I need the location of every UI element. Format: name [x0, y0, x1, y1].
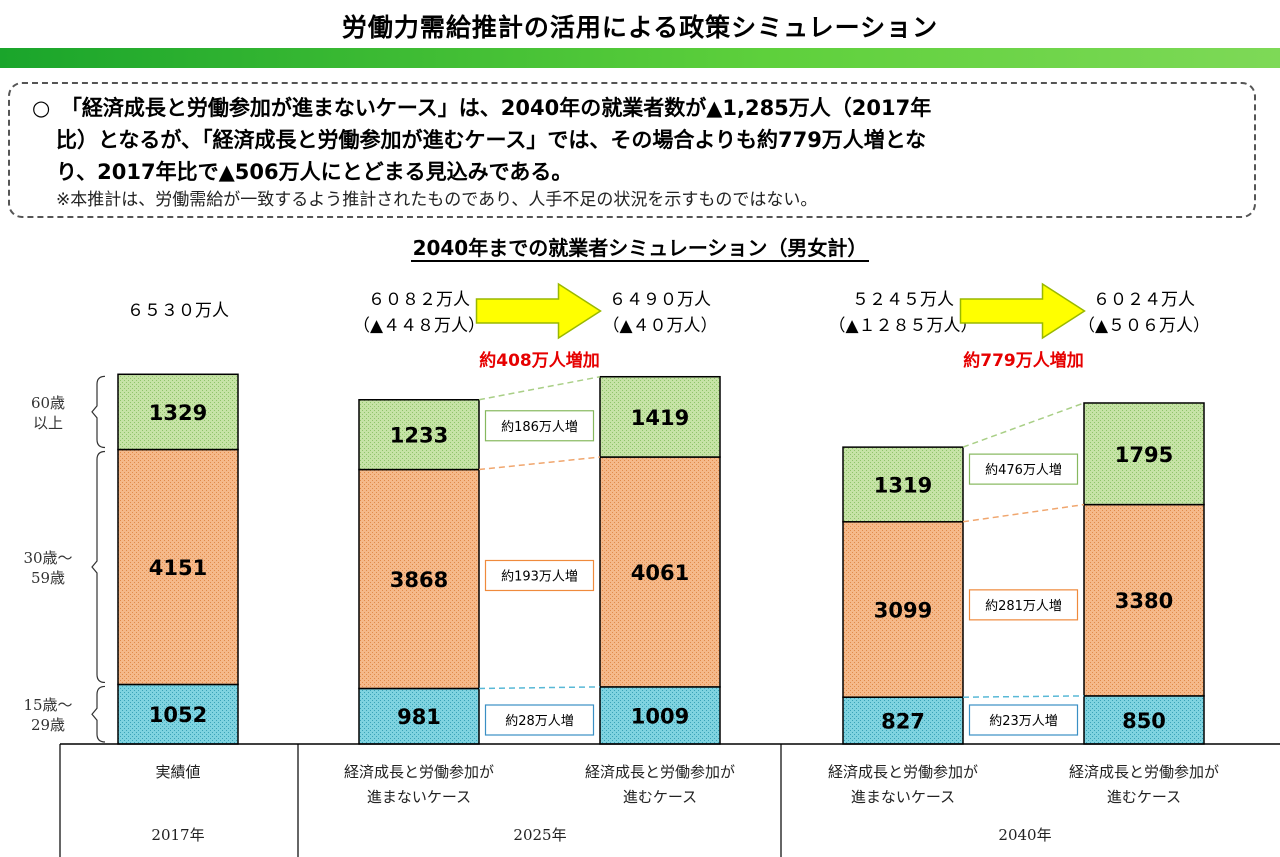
- increase-box-old: [484, 410, 595, 442]
- age-group-label: 15歳～: [23, 696, 72, 714]
- comparison-line-young: [962, 695, 1085, 698]
- age-group-brace: [91, 685, 106, 743]
- bar-segment-young: [842, 696, 964, 745]
- chart-title: 2040年までの就業者シミュレーション（男女計）: [410, 236, 870, 262]
- bar-change-label: （▲１２８５万人）: [828, 316, 977, 336]
- age-group-label: 60歳: [31, 394, 65, 412]
- page-title: 労働力需給推計の活用による政策シミュレーション: [341, 13, 939, 42]
- case-label: 経済成長と労働参加が: [585, 763, 735, 781]
- bar-segment-old: [117, 373, 239, 451]
- total-increase-label: 約408万人増加: [479, 350, 600, 371]
- data-label-young: 827: [881, 710, 925, 734]
- bar-segment-old: [842, 446, 964, 523]
- data-label-middle: 3868: [390, 568, 448, 592]
- bar-total-label: ５２４５万人: [852, 290, 954, 310]
- data-label-old: 1795: [1115, 443, 1173, 467]
- age-group-label: 30歳～: [23, 549, 72, 567]
- age-group-brace: [91, 450, 106, 684]
- comparison-line-old: [478, 375, 601, 401]
- summary-line: ○ 「経済成長と労働参加が進まないケース」は、2040年の就業者数が▲1,285…: [32, 96, 932, 120]
- summary-box: ○ 「経済成長と労働参加が進まないケース」は、2040年の就業者数が▲1,285…: [8, 82, 1256, 218]
- age-group-label: 以上: [33, 414, 63, 432]
- increase-box-middle: [484, 559, 595, 592]
- case-label: 進まないケース: [367, 788, 471, 806]
- increase-arrow: [475, 282, 602, 340]
- case-label: 進むケース: [623, 788, 697, 806]
- age-group-label: 29歳: [31, 716, 65, 734]
- data-label-middle: 4151: [149, 556, 207, 580]
- bar-change-label: （▲５０６万人）: [1078, 316, 1210, 336]
- data-label-old: 1329: [149, 401, 207, 425]
- data-label-young: 1009: [631, 704, 689, 728]
- increase-box-label: 約193万人増: [501, 569, 578, 584]
- comparison-line-young: [478, 686, 601, 690]
- data-label-young: 1052: [149, 703, 207, 727]
- case-label: 進むケース: [1107, 788, 1181, 806]
- summary-line: り、2017年比で▲506万人にとどまる見込みである。: [56, 160, 573, 184]
- increase-box-label: 約281万人増: [985, 599, 1062, 614]
- bar-change-label: （▲４０万人）: [602, 316, 717, 336]
- title-underline-bar: [0, 48, 1280, 68]
- bar-segment-young: [1083, 695, 1205, 745]
- increase-box-label: 約186万人増: [501, 420, 578, 435]
- data-label-young: 981: [397, 705, 441, 729]
- year-label: 2017年: [151, 826, 204, 844]
- data-label-middle: 4061: [631, 561, 689, 585]
- increase-arrow: [959, 282, 1086, 340]
- bar-segment-old: [1083, 402, 1205, 506]
- case-label: 経済成長と労働参加が: [344, 763, 494, 781]
- data-label-old: 1419: [631, 406, 689, 430]
- year-label: 2040年: [998, 826, 1051, 844]
- data-label-middle: 3099: [874, 598, 932, 622]
- bar-segment-old: [599, 375, 721, 458]
- bar-total-label: ６０８２万人: [368, 290, 470, 310]
- bar-total-label: ６５３０万人: [127, 301, 229, 321]
- data-label-old: 1233: [390, 424, 448, 448]
- bar-segment-young: [599, 686, 721, 745]
- summary-note: ※本推計は、労働需給が一致するよう推計されたものであり、人手不足の状況を示すもの…: [56, 190, 818, 210]
- comparison-line-middle: [962, 503, 1085, 523]
- comparison-line-old: [962, 402, 1085, 448]
- bar-total-label: ６０２４万人: [1093, 290, 1195, 310]
- comparison-line-middle: [478, 456, 601, 471]
- year-label: 2025年: [513, 826, 566, 844]
- case-label: 実績値: [155, 763, 200, 781]
- bar-segment-middle: [117, 448, 239, 686]
- age-group-brace: [91, 375, 106, 449]
- increase-box-young: [968, 704, 1079, 736]
- case-label: 進まないケース: [851, 788, 955, 806]
- increase-box-young: [484, 704, 595, 736]
- bar-segment-middle: [599, 456, 721, 688]
- increase-box-old: [968, 453, 1079, 485]
- bar-segment-middle: [358, 468, 480, 690]
- data-label-young: 850: [1122, 709, 1166, 733]
- bar-segment-young: [117, 683, 239, 745]
- age-group-label: 59歳: [31, 569, 65, 587]
- increase-box-label: 約23万人増: [989, 714, 1058, 729]
- summary-line: 比）となるが、「経済成長と労働参加が進むケース」では、その場合よりも約779万人…: [56, 128, 927, 152]
- data-label-middle: 3380: [1115, 589, 1173, 613]
- bar-segment-middle: [842, 521, 964, 698]
- increase-box-middle: [968, 589, 1079, 621]
- bar-segment-old: [358, 399, 480, 471]
- data-label-old: 1319: [874, 473, 932, 497]
- bar-segment-middle: [1083, 503, 1205, 697]
- bar-change-label: （▲４４８万人）: [353, 316, 485, 336]
- case-label: 経済成長と労働参加が: [828, 763, 978, 781]
- case-label: 経済成長と労働参加が: [1069, 763, 1219, 781]
- increase-box-label: 約476万人増: [985, 463, 1062, 478]
- total-increase-label: 約779万人増加: [963, 350, 1084, 371]
- bar-total-label: ６４９０万人: [609, 290, 711, 310]
- increase-box-label: 約28万人増: [505, 714, 574, 729]
